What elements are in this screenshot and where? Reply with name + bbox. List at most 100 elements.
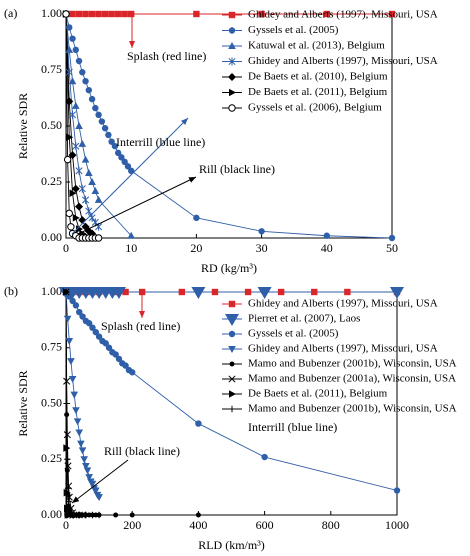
point xyxy=(63,488,71,497)
series-line xyxy=(65,291,100,498)
annotation-arrow xyxy=(71,459,129,504)
point xyxy=(105,131,112,139)
point xyxy=(128,10,135,18)
point xyxy=(229,88,236,97)
point xyxy=(193,214,200,222)
point xyxy=(80,456,89,464)
point xyxy=(81,155,90,163)
point xyxy=(78,139,87,147)
point xyxy=(82,195,90,204)
panel-label: (a) xyxy=(4,6,17,20)
legend-label: Pierret et al. (2007), Laos xyxy=(248,313,360,325)
point xyxy=(73,418,82,426)
y-tick-label: 1.00 xyxy=(41,6,62,20)
legend-label: De Baets et al. (2011), Belgium xyxy=(248,388,388,400)
point xyxy=(63,431,71,439)
point xyxy=(75,122,83,129)
point xyxy=(68,375,77,383)
point xyxy=(63,444,71,452)
point xyxy=(85,86,93,94)
point xyxy=(75,429,84,437)
x-tick-label: 200 xyxy=(123,518,141,532)
point xyxy=(76,308,83,316)
legend-label: Ghidey and Alberts (1997), Missouri, USA xyxy=(248,298,438,310)
point xyxy=(277,288,285,296)
x-tick-label: 10 xyxy=(125,241,137,255)
point xyxy=(261,453,268,461)
point xyxy=(75,57,83,65)
point xyxy=(64,462,72,470)
point xyxy=(69,511,76,519)
point xyxy=(67,223,75,231)
annotation-arrow xyxy=(77,176,197,235)
point xyxy=(69,297,76,305)
point xyxy=(62,288,70,296)
point xyxy=(66,505,73,512)
point xyxy=(69,189,77,197)
point xyxy=(68,110,77,119)
point xyxy=(89,511,96,519)
legend-label: Katuwal et al. (2013), Belgium xyxy=(248,40,385,52)
x-tick-label: 50 xyxy=(386,241,398,255)
point xyxy=(95,333,103,340)
point xyxy=(108,10,115,18)
point xyxy=(257,287,272,299)
legend-label: Gyssels et al. (2005) xyxy=(248,328,339,340)
y-tick-label: 0.50 xyxy=(41,118,62,132)
point xyxy=(258,228,265,235)
point xyxy=(75,10,83,18)
point xyxy=(121,10,128,18)
point xyxy=(111,287,126,299)
point xyxy=(82,78,89,85)
y-axis-label: Relative SDR xyxy=(16,93,30,159)
point xyxy=(85,169,93,177)
point xyxy=(113,512,119,518)
point xyxy=(191,287,206,299)
point xyxy=(83,467,92,475)
y-tick-label: 0.25 xyxy=(41,174,62,188)
y-tick-label: 0.00 xyxy=(41,507,62,521)
annotation: Splash (red line) xyxy=(127,49,206,63)
x-axis-label: RLD (km/m³) xyxy=(198,538,265,552)
point xyxy=(66,293,73,300)
point xyxy=(72,46,79,54)
point xyxy=(65,209,73,218)
panel-label: (b) xyxy=(4,284,18,298)
point xyxy=(88,480,97,488)
point xyxy=(65,45,74,53)
point xyxy=(94,195,103,203)
legend-label: Ghidey and Alberts (1997), Missouri, USA xyxy=(248,55,438,67)
point xyxy=(76,511,83,519)
point xyxy=(70,391,79,399)
point xyxy=(64,467,70,473)
point xyxy=(85,207,93,216)
point xyxy=(78,511,87,519)
legend-label: De Baets et al. (2010), Belgium xyxy=(248,71,388,83)
point xyxy=(67,358,75,366)
point xyxy=(71,184,80,193)
point xyxy=(124,163,132,170)
point xyxy=(66,24,73,31)
y-axis-label: Relative SDR xyxy=(16,370,30,436)
x-tick-label: 20 xyxy=(190,241,202,255)
point xyxy=(63,155,72,164)
point xyxy=(65,338,74,346)
point xyxy=(211,288,219,296)
point xyxy=(228,73,236,81)
y-tick-label: 0.50 xyxy=(41,395,62,409)
x-tick-label: 600 xyxy=(256,518,274,532)
point xyxy=(111,142,119,150)
annotation: Interrill (blue line) xyxy=(116,135,205,149)
annotation: Rill (black line) xyxy=(104,444,180,458)
point xyxy=(95,10,102,18)
point xyxy=(228,330,236,338)
point xyxy=(228,104,236,112)
point xyxy=(228,375,236,383)
legend-label: De Baets et al. (2011), Belgium xyxy=(248,86,388,98)
legend-label: Ghidey and Alberts (1997), Missouri, USA xyxy=(248,343,438,355)
x-tick-label: 1000 xyxy=(385,518,409,532)
annotation: Interrill (blue line) xyxy=(248,420,337,434)
legend-label: Mamo and Bubenzer (2001b), Wisconsin, US… xyxy=(248,358,457,370)
point xyxy=(98,118,106,125)
point xyxy=(128,167,135,174)
